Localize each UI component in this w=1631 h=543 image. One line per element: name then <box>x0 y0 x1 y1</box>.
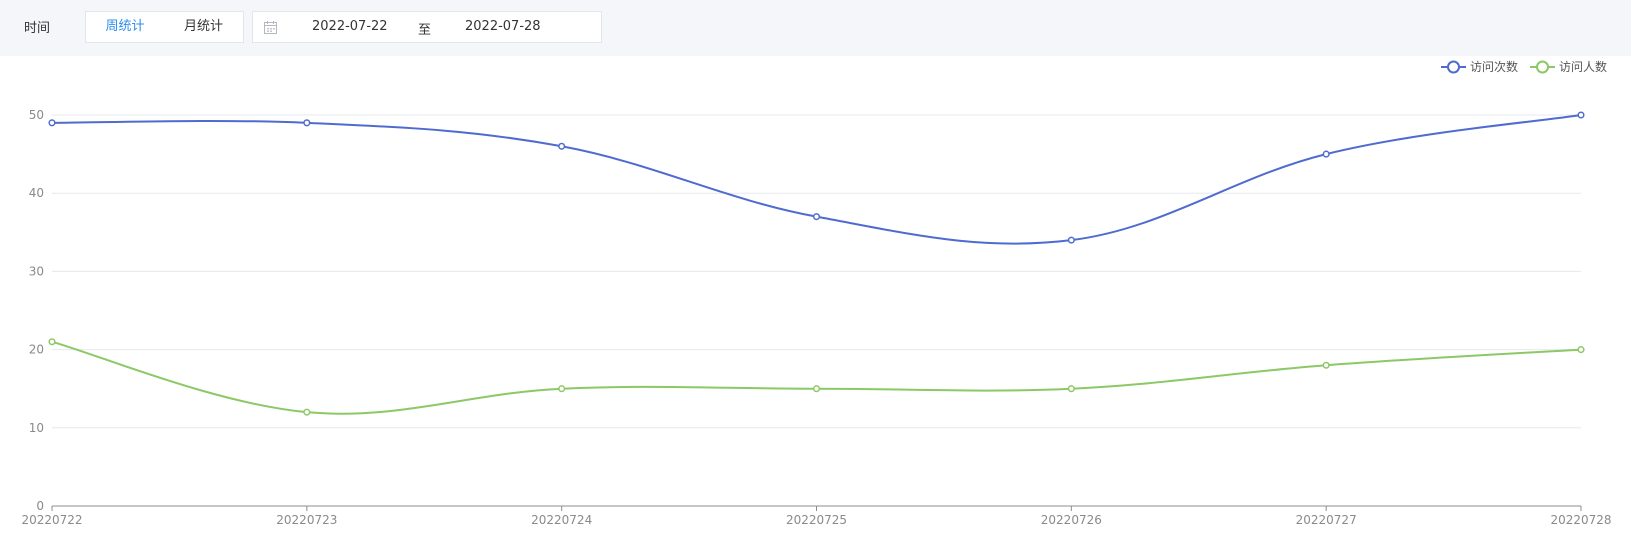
data-point <box>303 119 311 127</box>
y-tick-label: 30 <box>29 264 44 278</box>
data-point <box>558 385 566 393</box>
y-tick-label: 40 <box>29 186 44 200</box>
time-label: 时间 <box>24 21 51 36</box>
y-tick-label: 50 <box>29 108 44 122</box>
data-point <box>558 142 566 150</box>
data-point <box>1067 236 1075 244</box>
legend-item-label: 访问次数 <box>1470 59 1518 74</box>
date-range-picker[interactable]: 2022-07-22 至 2022-07-28 <box>252 11 602 43</box>
x-tick-label: 20220727 <box>1296 513 1357 527</box>
visits-line-chart: 0 10 20 30 40 50 20220722 20220723 20220724 20220… <box>21 59 1611 527</box>
data-point <box>1322 150 1330 158</box>
data-point <box>1577 111 1585 119</box>
y-tick-label: 0 <box>36 499 44 513</box>
calendar-icon <box>264 21 277 34</box>
series-line-1 <box>51 340 1582 415</box>
filter-bar: 时间 周统计 月统计 2022-07-22 至 2022-07-28 <box>0 0 1631 56</box>
legend-swatch-marker <box>1447 60 1460 74</box>
tab-weekly-stats[interactable]: 周统计 <box>85 11 165 43</box>
data-point <box>48 338 56 346</box>
x-tick-label: 20220724 <box>531 513 592 527</box>
end-date-input[interactable]: 2022-07-28 <box>465 19 541 34</box>
x-tick-label: 20220725 <box>786 513 847 527</box>
chart-series <box>48 111 1585 416</box>
x-tick-label: 20220726 <box>1041 513 1102 527</box>
chart-grid <box>52 114 1581 429</box>
data-point <box>812 385 821 393</box>
data-point <box>48 119 56 127</box>
x-tick-label: 20220723 <box>276 513 337 527</box>
chart-legend: 访问次数 访问人数 <box>1441 59 1607 74</box>
date-range-separator: 至 <box>418 23 432 38</box>
tab-monthly-stats[interactable]: 月统计 <box>164 11 244 43</box>
data-point <box>1577 346 1585 354</box>
series-line-0 <box>51 114 1582 245</box>
data-point <box>1322 361 1330 369</box>
data-point <box>812 213 821 221</box>
x-tick-label: 20220722 <box>21 513 82 527</box>
start-date-input[interactable]: 2022-07-22 <box>312 19 388 34</box>
y-tick-label: 20 <box>29 343 44 357</box>
legend-item-label: 访问人数 <box>1559 59 1607 74</box>
chart-axes: 0 10 20 30 40 50 20220722 20220723 20220724 20220… <box>21 108 1611 527</box>
data-point <box>1067 385 1075 393</box>
x-tick-label: 20220728 <box>1550 513 1611 527</box>
legend-swatch-marker <box>1536 60 1549 74</box>
y-tick-label: 10 <box>29 421 44 435</box>
data-point <box>303 408 311 416</box>
